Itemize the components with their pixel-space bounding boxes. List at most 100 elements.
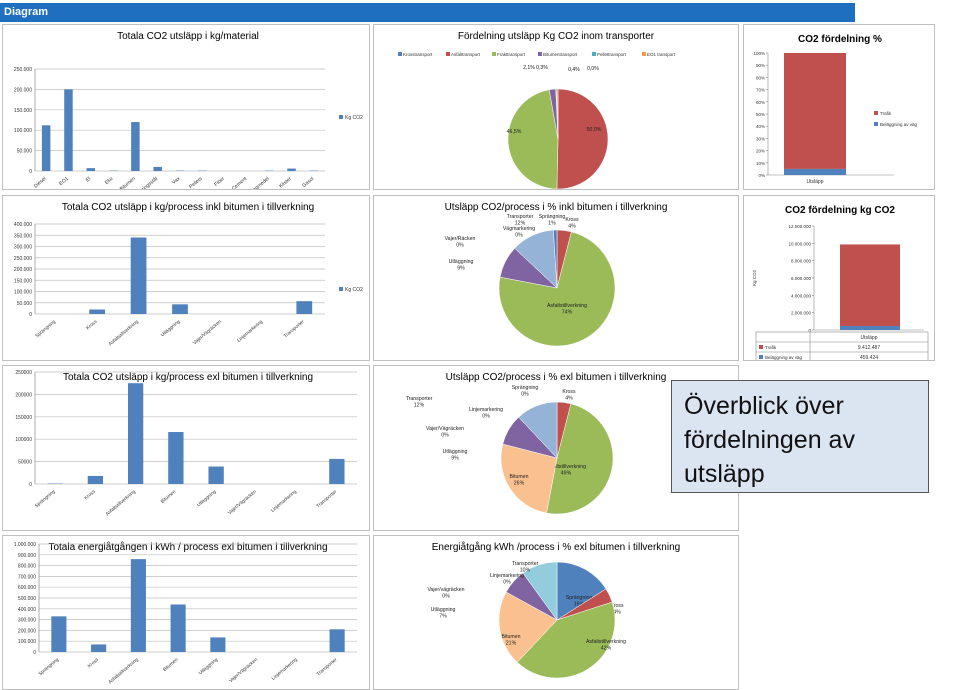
- pie-label: 0%: [482, 414, 490, 420]
- x-tick-label: Fiber: [213, 176, 226, 188]
- y-tick-label: 10.000.000: [788, 241, 811, 246]
- chart-svg: Utsläpp CO2/process i % exl bitumen i ti…: [406, 372, 667, 515]
- pie-slice: [556, 561, 607, 621]
- table-row-label: Beläggning av väg: [765, 355, 803, 360]
- pie-label: Vajer/Räcken: [445, 236, 476, 242]
- x-tick-label: EO1: [58, 176, 70, 187]
- pie-label: Asfaltstillverkning: [546, 464, 586, 470]
- pie-label: 4%: [613, 610, 621, 616]
- x-tick-label: Bitumen: [160, 489, 178, 505]
- chart-svg: Fördelning utsläpp Kg CO2 inom transport…: [398, 31, 676, 189]
- y-tick-label: 50.000: [17, 301, 33, 307]
- chart-title: Utsläpp CO2/process i % exl bitumen i ti…: [446, 372, 667, 383]
- legend-swatch: [492, 52, 496, 56]
- pie-label: 1%: [548, 221, 556, 227]
- x-tick-label: Utsläpp: [807, 179, 824, 185]
- legend-swatch: [398, 52, 402, 56]
- bar: [168, 432, 184, 484]
- bar: [87, 475, 104, 484]
- pie-label: 0%: [521, 392, 529, 398]
- y-tick-label: 10%: [756, 161, 765, 166]
- legend-swatch: [874, 122, 878, 126]
- chart-title: Totala CO2 utsläpp i kg/material: [117, 31, 259, 42]
- legend-swatch: [339, 115, 343, 119]
- bar: [329, 458, 345, 484]
- y-tick-label: 30%: [756, 136, 765, 141]
- legend-swatch: [339, 287, 343, 291]
- data-table: [755, 331, 929, 360]
- bar-segment: [840, 326, 900, 330]
- callout-line: Överblick över: [684, 392, 844, 420]
- pie-label: 9%: [457, 266, 465, 272]
- chart-svg: Totala CO2 utsläpp i kg/material 0 50.000 1…: [14, 31, 363, 189]
- bar: [91, 644, 107, 652]
- x-tick-label: Klister: [278, 176, 293, 189]
- header-title: Diagram: [4, 6, 49, 18]
- y-tick-label: 250.000: [14, 67, 32, 73]
- bar: [130, 559, 146, 652]
- x-tick-label: Asfaltstillverkning: [105, 489, 137, 518]
- pie-label: Transporter: [507, 214, 534, 220]
- y-tick-label: 350.000: [14, 233, 32, 239]
- x-tick-label: Linjemarkering: [270, 489, 298, 514]
- chart-energy-pie: Energiåtgång kWh /process i % exl bitume…: [373, 535, 739, 690]
- x-tick-label: Sprängning: [34, 319, 57, 340]
- pie-label: Vajer/Vägräcken: [426, 426, 464, 432]
- y-tick-label: 80%: [756, 75, 765, 80]
- chart-svg: Energiåtgång kWh /process i % exl bitume…: [427, 541, 680, 679]
- pie-label: 0%: [441, 433, 449, 439]
- pie-label: Sprängning: [539, 214, 566, 220]
- pie-label: 49%: [561, 471, 572, 477]
- y-tick-label: 4.000.000: [791, 293, 812, 298]
- y-tick-label: 800.000: [18, 564, 36, 570]
- legend-label: Beläggning av väg: [880, 122, 918, 127]
- bar: [127, 383, 144, 484]
- bar: [131, 122, 140, 171]
- legend-label: Asfalttransport: [451, 52, 481, 57]
- pie-label: 0%: [456, 243, 464, 249]
- x-tick-label: Sprängmedel: [244, 176, 271, 189]
- pie-slice: [546, 403, 614, 515]
- x-tick-label: Bitumen: [162, 657, 180, 673]
- pie-label: Linjemarkering: [490, 573, 524, 579]
- y-tick-label: 200.000: [18, 628, 36, 634]
- pie-label: Utläggning: [443, 449, 468, 455]
- pie-slice: [516, 601, 616, 679]
- x-tick-label: Sprängning: [37, 657, 60, 678]
- pie-slice: [507, 89, 559, 189]
- pie-slice: [498, 231, 616, 347]
- x-tick-label: Eko: [104, 176, 115, 186]
- pie-label: Bitumen: [509, 474, 528, 480]
- pie-label: Linjemarkering: [469, 407, 503, 413]
- y-tick-label: 250000: [15, 370, 32, 376]
- bar-segment: [784, 168, 846, 175]
- bar-segment: [840, 244, 900, 327]
- x-tick-label: Utläggning: [196, 489, 218, 509]
- legend-swatch: [874, 111, 878, 115]
- table-row-value: 9.412.487: [858, 345, 880, 351]
- pie-label: 0%: [503, 580, 511, 586]
- pie-label: 0,4%: [568, 67, 580, 73]
- bar: [41, 125, 51, 171]
- pie-label: 12%: [414, 403, 425, 409]
- callout-box: Överblick över fördelningen av utsläpp: [671, 380, 929, 493]
- x-tick-label: Asfaltstillverkning: [108, 319, 140, 348]
- chart-transport-pie: Fördelning utsläpp Kg CO2 inom transport…: [373, 24, 739, 190]
- header-bar: Diagram: [0, 3, 855, 22]
- chart-process-excl-bitumen: Totala CO2 utsläpp i kg/process exl bitu…: [2, 365, 370, 531]
- legend-label: Pellettransport: [597, 52, 627, 57]
- chart-title: Totala CO2 utsläpp i kg/process exl bitu…: [63, 372, 313, 383]
- chart-title: Fördelning utsläpp Kg CO2 inom transport…: [458, 31, 655, 42]
- chart-title: CO2 fördelning kg CO2: [785, 205, 895, 216]
- pie-label: 0,3%: [536, 65, 548, 71]
- bar: [287, 168, 296, 171]
- chart-svg: Totala CO2 utsläpp i kg/process exl bitu…: [15, 370, 357, 518]
- pie-label: Transporter: [512, 561, 539, 567]
- legend-label: Bitumentransport: [543, 52, 578, 57]
- pie-slice: [500, 443, 558, 514]
- callout-line: fördelningen av: [684, 426, 855, 454]
- y-tick-label: 0: [29, 169, 32, 175]
- y-tick-label: 500.000: [18, 596, 36, 602]
- legend-swatch: [642, 52, 646, 56]
- pie-slice: [518, 401, 558, 459]
